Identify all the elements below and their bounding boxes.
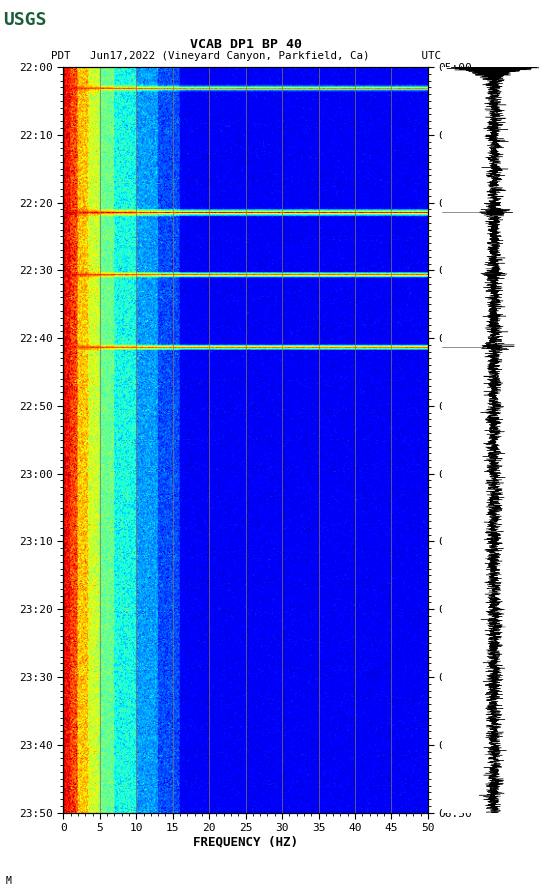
Text: VCAB DP1 BP 40: VCAB DP1 BP 40 xyxy=(190,38,301,51)
X-axis label: FREQUENCY (HZ): FREQUENCY (HZ) xyxy=(193,836,298,849)
Text: PDT   Jun17,2022 (Vineyard Canyon, Parkfield, Ca)        UTC: PDT Jun17,2022 (Vineyard Canyon, Parkfie… xyxy=(51,51,440,61)
Text: M: M xyxy=(6,876,12,886)
Text: USGS: USGS xyxy=(3,11,46,29)
